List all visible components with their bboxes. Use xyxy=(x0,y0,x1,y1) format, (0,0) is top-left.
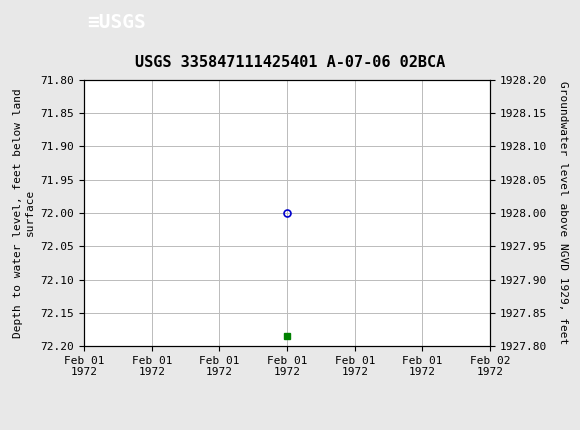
Y-axis label: Groundwater level above NGVD 1929, feet: Groundwater level above NGVD 1929, feet xyxy=(558,81,568,344)
Text: USGS 335847111425401 A-07-06 02BCA: USGS 335847111425401 A-07-06 02BCA xyxy=(135,55,445,70)
Text: ≡USGS: ≡USGS xyxy=(87,13,146,32)
Y-axis label: Depth to water level, feet below land
surface: Depth to water level, feet below land su… xyxy=(13,88,35,338)
